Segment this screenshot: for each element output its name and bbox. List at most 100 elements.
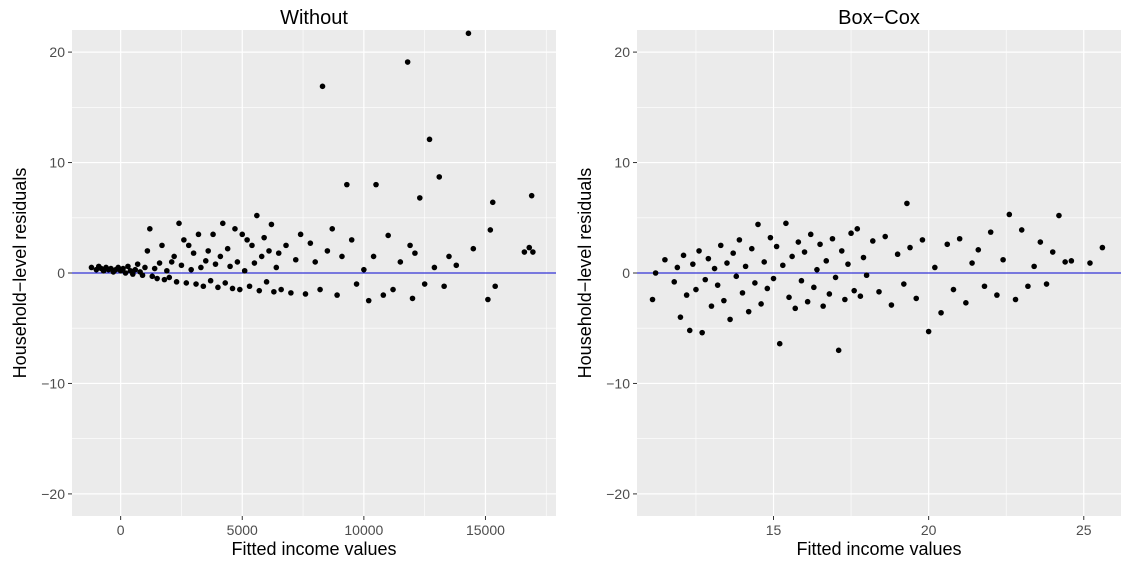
data-point [344, 181, 350, 188]
data-point [786, 294, 792, 301]
data-point [492, 283, 498, 290]
data-point [683, 292, 690, 298]
data-point [288, 290, 294, 296]
data-point [159, 242, 165, 249]
data-point [826, 291, 833, 297]
data-point [168, 259, 175, 265]
data-point [894, 251, 901, 258]
data-point [845, 261, 851, 267]
data-point [528, 192, 535, 199]
data-point [361, 266, 367, 273]
data-point [219, 220, 226, 227]
data-point [758, 301, 764, 307]
data-point [717, 242, 724, 249]
data-point [453, 262, 460, 269]
y-axis-title: Household−level residuals [575, 168, 595, 379]
data-point [370, 253, 377, 260]
data-point [987, 229, 994, 235]
data-point [863, 272, 870, 279]
data-point [848, 230, 854, 237]
data-point [166, 274, 173, 281]
data-point [142, 264, 148, 271]
data-point [705, 255, 712, 262]
data-point [783, 220, 789, 227]
data-point [869, 238, 876, 244]
data-point [1000, 256, 1006, 263]
data-point [181, 237, 187, 243]
data-point [283, 242, 289, 249]
data-point [693, 286, 699, 293]
data-point [122, 270, 129, 276]
data-point [817, 241, 823, 248]
data-point [1031, 263, 1037, 270]
data-point [195, 231, 202, 238]
x-tick-label: 15 [766, 522, 782, 538]
x-axis-title: Fitted income values [231, 539, 396, 559]
data-point [838, 248, 845, 254]
data-point [258, 253, 265, 260]
y-tick-label: 0 [622, 265, 630, 281]
data-point [690, 261, 696, 267]
data-point [530, 249, 536, 255]
data-point [202, 258, 209, 264]
data-point [851, 287, 857, 294]
data-point [811, 284, 817, 291]
data-point [421, 281, 428, 287]
data-point [244, 237, 250, 243]
data-point [752, 280, 758, 286]
data-point [334, 292, 340, 298]
data-point [193, 281, 199, 287]
data-point [125, 263, 131, 270]
x-tick-label: 25 [1076, 522, 1092, 538]
y-tick-label: 10 [49, 155, 65, 171]
data-point [814, 266, 820, 273]
chart-title: Box−Cox [838, 7, 920, 29]
data-point [120, 265, 126, 272]
data-point [835, 347, 842, 354]
data-point [649, 296, 656, 303]
data-point [397, 259, 404, 265]
data-point [742, 263, 749, 270]
data-point [441, 283, 447, 290]
data-point [711, 265, 718, 272]
data-point [266, 248, 272, 254]
data-point [207, 277, 214, 284]
data-point [246, 283, 253, 290]
data-point [969, 260, 975, 266]
y-tick-label: −10 [41, 375, 65, 391]
data-point [239, 231, 246, 238]
data-point [652, 270, 659, 276]
y-axis-title: Household−level residuals [10, 168, 30, 379]
data-point [773, 243, 780, 250]
data-point [198, 264, 204, 271]
data-point [156, 260, 163, 266]
x-axis-title: Fitted income values [796, 539, 961, 559]
data-point [526, 244, 533, 251]
data-point [904, 200, 910, 207]
data-point [353, 281, 360, 287]
data-point [823, 258, 830, 264]
data-point [212, 261, 219, 267]
data-point [888, 302, 895, 308]
data-point [767, 234, 774, 241]
data-point [215, 284, 221, 291]
data-point [470, 245, 477, 252]
data-point [860, 254, 867, 261]
data-point [795, 239, 802, 245]
data-point [882, 233, 889, 240]
data-point [485, 296, 491, 303]
data-point [1018, 227, 1025, 233]
data-point [241, 267, 248, 274]
data-point [521, 249, 528, 255]
data-point [271, 288, 277, 295]
data-point [677, 314, 684, 320]
data-point [88, 264, 95, 271]
data-point [234, 259, 241, 265]
data-point [385, 232, 391, 239]
data-point [994, 292, 1000, 298]
data-point [249, 242, 255, 249]
data-point [275, 250, 282, 256]
data-point [1012, 296, 1019, 303]
data-point [446, 253, 452, 260]
data-point [780, 262, 786, 269]
